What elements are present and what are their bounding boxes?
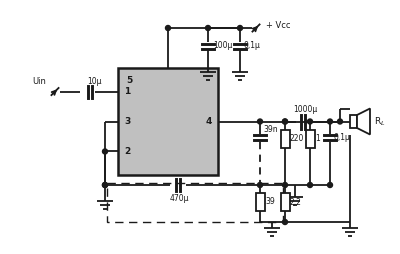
Text: 39n: 39n <box>263 125 278 134</box>
Circle shape <box>102 149 108 154</box>
Circle shape <box>238 25 242 30</box>
Bar <box>256 193 264 211</box>
Circle shape <box>282 119 288 124</box>
Circle shape <box>206 25 210 30</box>
Circle shape <box>102 183 108 187</box>
Circle shape <box>328 119 332 124</box>
Circle shape <box>338 119 342 124</box>
Text: 2: 2 <box>124 147 130 156</box>
Circle shape <box>102 183 108 187</box>
Text: 1: 1 <box>124 87 130 96</box>
Circle shape <box>258 183 262 187</box>
Bar <box>306 130 314 148</box>
Text: 0,1µ: 0,1µ <box>244 41 261 51</box>
Text: 5: 5 <box>126 76 132 85</box>
Text: 1: 1 <box>315 134 320 143</box>
Text: 0,1µ: 0,1µ <box>334 133 351 142</box>
Bar <box>280 193 290 211</box>
Circle shape <box>166 25 170 30</box>
Text: 3: 3 <box>124 117 130 126</box>
Circle shape <box>308 183 312 187</box>
Text: + Vcc: + Vcc <box>266 22 290 30</box>
Text: 100µ: 100µ <box>213 41 232 51</box>
Circle shape <box>282 219 288 225</box>
Text: 10µ: 10µ <box>87 77 102 86</box>
Polygon shape <box>357 108 370 135</box>
Bar <box>118 68 218 175</box>
Text: 220: 220 <box>290 134 304 143</box>
Bar <box>107 183 283 222</box>
Text: 2,2: 2,2 <box>290 198 302 207</box>
Bar <box>350 115 357 128</box>
Text: R$_L$: R$_L$ <box>374 115 386 128</box>
Circle shape <box>282 119 288 124</box>
Circle shape <box>328 183 332 187</box>
Text: 470µ: 470µ <box>170 194 190 203</box>
Circle shape <box>282 183 288 187</box>
Text: 4: 4 <box>206 117 212 126</box>
Text: 39: 39 <box>265 198 275 207</box>
Text: Uin: Uin <box>32 77 46 86</box>
Circle shape <box>258 119 262 124</box>
Text: 1000µ: 1000µ <box>293 105 317 114</box>
Bar <box>280 130 290 148</box>
Circle shape <box>308 119 312 124</box>
